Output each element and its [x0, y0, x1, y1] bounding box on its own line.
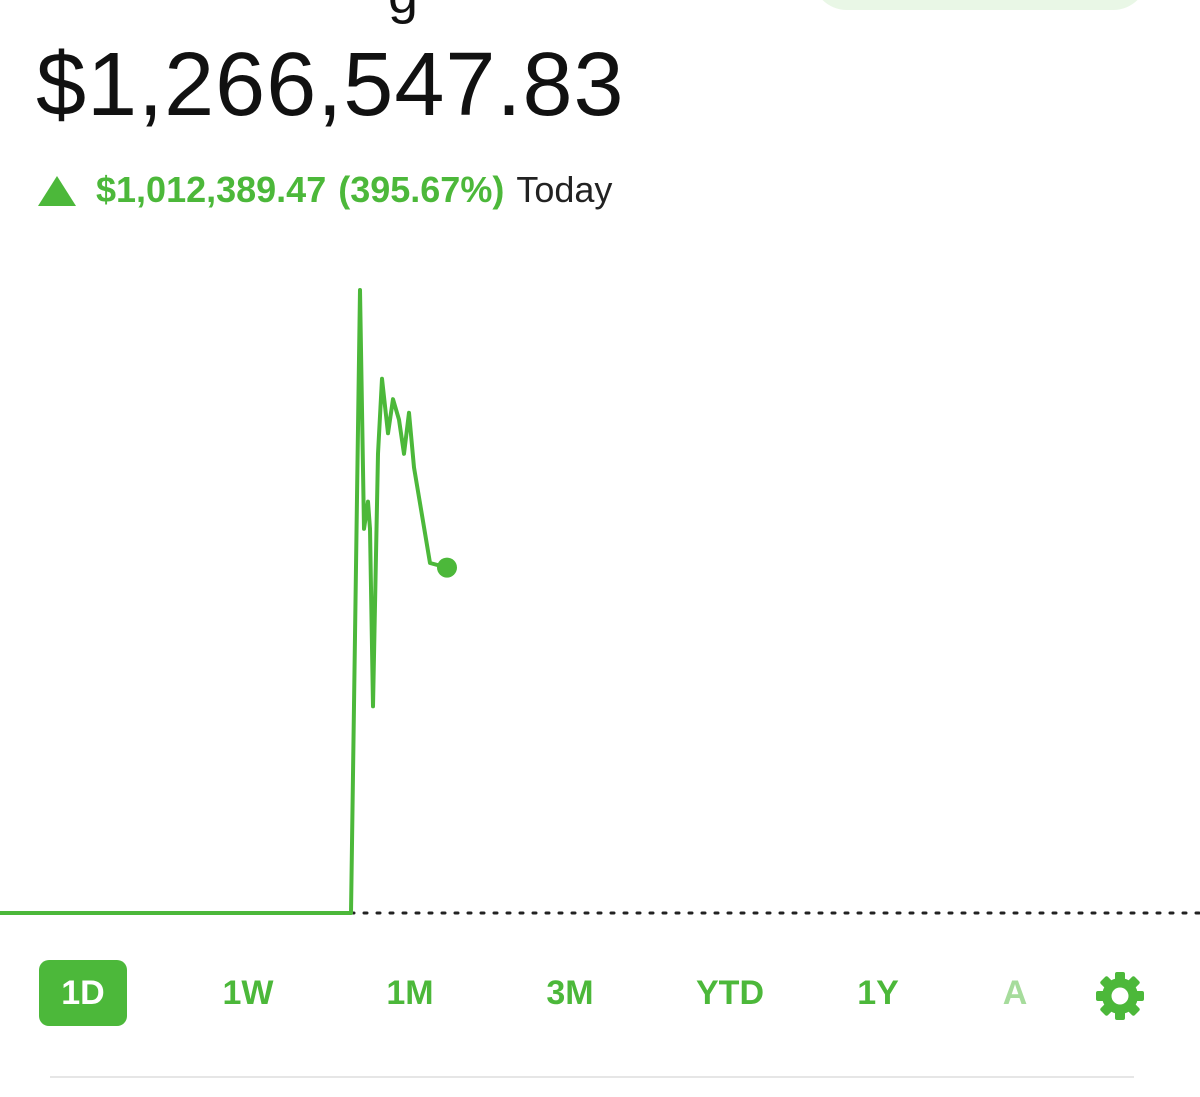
- data-point: [88, 911, 92, 915]
- time-range-selector: 1D 1W 1M 3M YTD 1Y A: [0, 960, 1200, 1026]
- data-point: [268, 911, 272, 915]
- data-point: [368, 527, 372, 531]
- data-point: [376, 452, 380, 456]
- data-point: [371, 704, 375, 708]
- data-point: [391, 397, 395, 401]
- data-point: [366, 500, 370, 504]
- portfolio-value: $1,266,547.83: [36, 35, 625, 135]
- data-point: [178, 911, 182, 915]
- portfolio-value-line: [0, 288, 449, 915]
- data-point: [407, 411, 411, 415]
- range-button-1w[interactable]: 1W: [222, 973, 274, 1012]
- data-point: [397, 418, 401, 422]
- data-point: [349, 911, 353, 915]
- range-button-1y[interactable]: 1Y: [857, 973, 899, 1012]
- current-value-dot: [437, 557, 457, 578]
- change-period: Today: [516, 169, 613, 210]
- range-button-3m[interactable]: 3M: [546, 973, 594, 1012]
- account-title-cropped: g: [388, 0, 418, 22]
- data-point: [412, 465, 416, 469]
- data-point: [362, 527, 366, 531]
- daily-change-row: $1,012,389.47 (395.67%) Today: [38, 172, 612, 208]
- change-percent: (395.67%): [338, 169, 505, 210]
- range-button-1m[interactable]: 1M: [386, 973, 434, 1012]
- range-button-ytd[interactable]: YTD: [696, 973, 764, 1012]
- portfolio-line-chart[interactable]: [0, 0, 1200, 940]
- change-amount: $1,012,389.47: [96, 169, 327, 210]
- range-button-all[interactable]: A: [1002, 973, 1028, 1012]
- data-point: [358, 288, 362, 292]
- data-point: [386, 431, 390, 435]
- range-button-1d[interactable]: 1D: [39, 960, 127, 1026]
- data-point: [402, 452, 406, 456]
- data-point: [380, 377, 384, 381]
- up-triangle-icon: [38, 176, 76, 206]
- top-action-pill[interactable]: [812, 0, 1148, 10]
- data-point: [428, 561, 432, 565]
- gear-icon[interactable]: [1094, 970, 1146, 1022]
- bottom-divider: [50, 1076, 1134, 1078]
